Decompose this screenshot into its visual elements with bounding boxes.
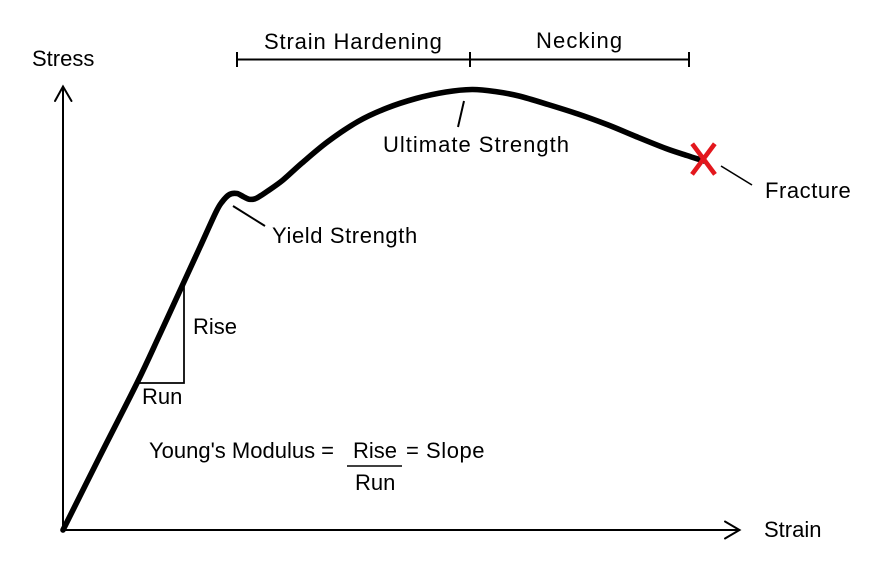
- svg-text:Necking: Necking: [536, 28, 623, 53]
- svg-text:Fracture: Fracture: [765, 178, 851, 203]
- svg-text:= Slope: = Slope: [406, 438, 485, 463]
- svg-text:Rise: Rise: [353, 438, 397, 463]
- svg-text:Run: Run: [355, 470, 395, 495]
- svg-text:Rise: Rise: [193, 314, 237, 339]
- svg-text:Yield Strength: Yield Strength: [272, 223, 418, 248]
- svg-text:Strain: Strain: [764, 517, 821, 542]
- svg-text:Stress: Stress: [32, 46, 94, 71]
- svg-text:Ultimate Strength: Ultimate Strength: [383, 132, 570, 157]
- svg-text:Run: Run: [142, 384, 182, 409]
- svg-text:Strain Hardening: Strain Hardening: [264, 29, 443, 54]
- svg-text:Young's Modulus =: Young's Modulus =: [149, 438, 334, 463]
